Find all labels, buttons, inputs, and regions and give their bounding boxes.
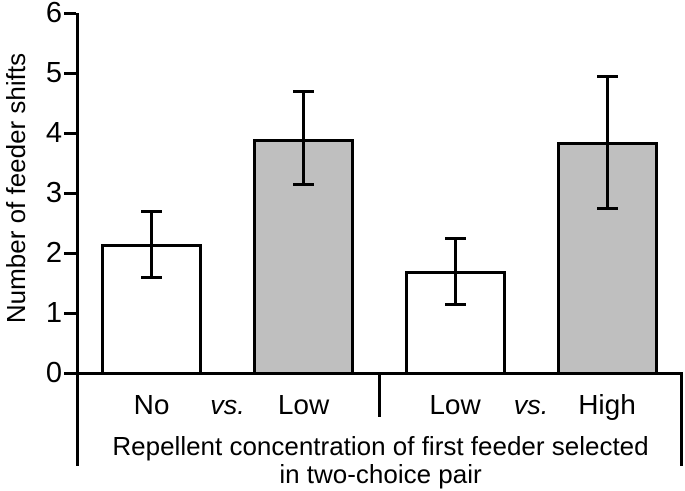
right-bracket-line xyxy=(680,373,683,466)
y-tick-label: 3 xyxy=(45,177,62,209)
y-tick-mark xyxy=(63,191,76,195)
error-bar-cap-top xyxy=(141,209,162,213)
group-separator-line xyxy=(378,373,381,417)
y-tick-mark xyxy=(63,11,76,15)
x-axis-title-line1: Repellent concentration of first feeder … xyxy=(112,431,649,461)
y-tick-mark xyxy=(63,131,76,135)
category-label-1: Low xyxy=(277,389,330,420)
error-bar-cap-bottom xyxy=(444,302,466,306)
error-bar-cap-bottom xyxy=(141,275,162,279)
error-bar-line xyxy=(150,211,153,277)
y-tick-label: 1 xyxy=(45,297,62,329)
y-axis-line xyxy=(75,13,79,466)
y-tick-label: 6 xyxy=(45,0,62,29)
error-bar-cap-top xyxy=(444,236,466,240)
category-label-2: Low xyxy=(429,389,481,420)
category-label-0: No xyxy=(133,389,170,420)
error-bar-cap-top xyxy=(596,74,618,78)
error-bar-cap-bottom xyxy=(596,206,618,210)
y-tick-mark xyxy=(63,371,76,375)
y-tick-label: 2 xyxy=(45,237,62,269)
error-bar-cap-top xyxy=(293,89,314,93)
error-bar-cap-bottom xyxy=(293,182,314,186)
y-tick-label: 5 xyxy=(45,57,62,89)
y-tick-mark xyxy=(63,71,76,75)
vs-label-1: vs. xyxy=(513,390,549,420)
y-tick-label: 0 xyxy=(45,357,62,389)
error-bar-line xyxy=(453,238,457,304)
y-tick-label: 4 xyxy=(45,117,62,149)
y-tick-mark xyxy=(63,251,76,255)
category-label-3: High xyxy=(578,389,636,420)
x-axis-title-line2: in two-choice pair xyxy=(279,459,482,489)
vs-label-0: vs. xyxy=(210,390,245,420)
error-bar-line xyxy=(302,91,305,184)
y-tick-mark xyxy=(63,311,76,315)
error-bar-line xyxy=(605,76,609,208)
